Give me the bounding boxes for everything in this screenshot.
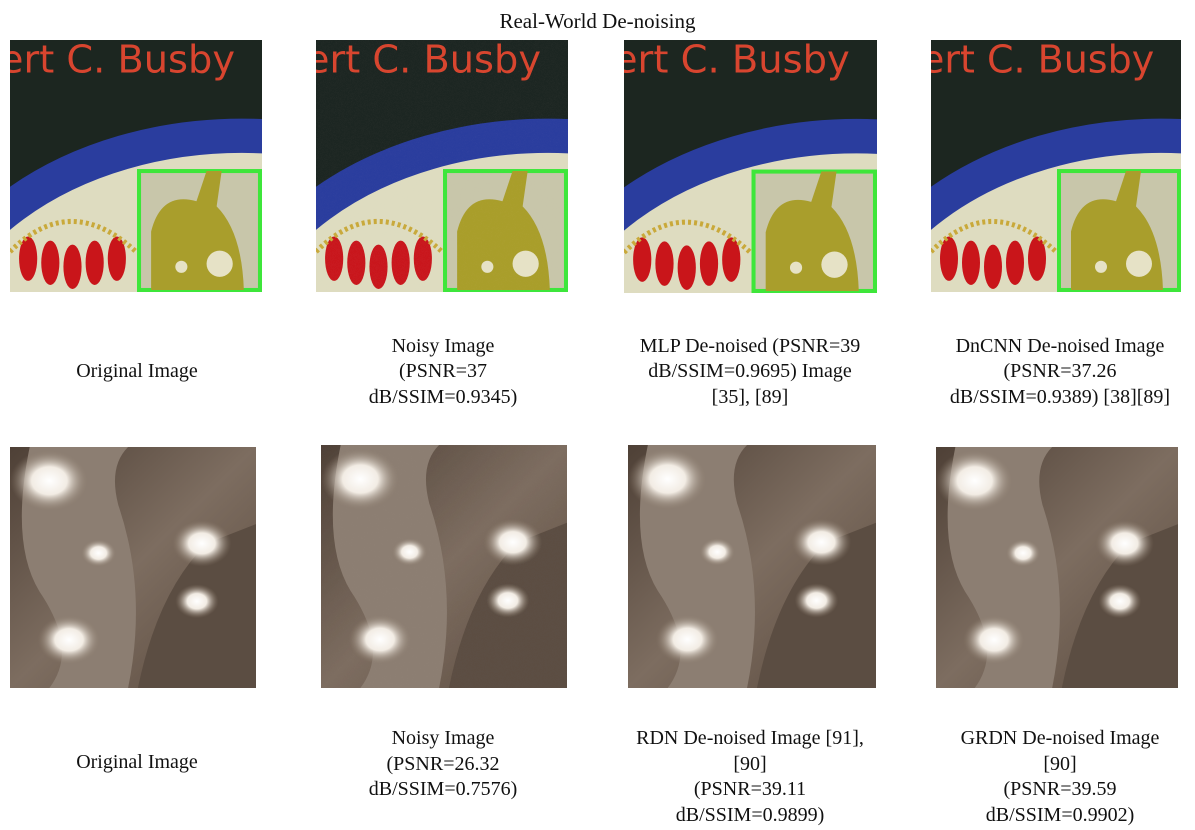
highlight (483, 519, 542, 566)
inset-dot (513, 251, 539, 277)
caption: Original Image (0, 359, 297, 385)
highlight (392, 538, 427, 566)
image-content (628, 445, 876, 688)
caption-line: DnCNN De-noised Image (900, 334, 1195, 360)
panel-image (10, 447, 256, 688)
image-content: ert C. Busby (931, 40, 1181, 292)
caption-line: Noisy Image (283, 726, 603, 752)
panel-image: ert C. Busby (316, 40, 568, 292)
highlight (81, 539, 116, 567)
image-text: ert C. Busby (316, 40, 541, 82)
highlight (699, 538, 735, 566)
highlight (349, 615, 412, 665)
image-content: ert C. Busby (10, 40, 262, 292)
image-content: ert C. Busby (624, 40, 877, 293)
caption-line: (PSNR=39.59 (900, 777, 1195, 803)
highlight (1099, 584, 1142, 618)
inset-dot (1126, 251, 1152, 277)
caption-line: [90] (900, 752, 1195, 778)
inset-dot (481, 261, 493, 273)
caption-line: [35], [89] (590, 385, 910, 411)
inset-dot (207, 251, 233, 277)
crown-jewel (392, 241, 410, 285)
inset-dot (1095, 261, 1107, 273)
inset-dot (790, 262, 802, 274)
caption-line: dB/SSIM=0.9902) (900, 803, 1195, 829)
inset-dot (821, 252, 847, 278)
figure-page: {"title": "Real-World De-noising", "rows… (0, 0, 1195, 830)
caption-line: Noisy Image (283, 334, 603, 360)
caption-line: [90] (590, 752, 910, 778)
caption-line: dB/SSIM=0.9899) (590, 803, 910, 829)
panel-image (628, 445, 876, 688)
caption-line: (PSNR=37.26 (900, 359, 1195, 385)
panel-image: ert C. Busby (931, 40, 1181, 292)
image-content (936, 447, 1178, 688)
caption-line: Original Image (0, 359, 297, 385)
caption-line: (PSNR=26.32 (283, 752, 603, 778)
highlight (795, 583, 839, 617)
highlight (175, 584, 218, 618)
crown-jewel (962, 241, 980, 285)
crown-jewel (1006, 241, 1024, 285)
crown-jewel (655, 241, 673, 286)
highlight (963, 615, 1025, 664)
crown-jewel (41, 241, 59, 285)
caption-line: Original Image (0, 750, 297, 776)
highlight (792, 519, 852, 566)
inset-dot (175, 261, 187, 273)
highlight (172, 520, 231, 566)
caption-line: MLP De-noised (PSNR=39 (590, 334, 910, 360)
image-text: ert C. Busby (624, 40, 850, 82)
crown-jewel (369, 245, 387, 289)
highlight (10, 450, 89, 512)
highlight (321, 448, 400, 510)
crown-jewel (347, 241, 365, 285)
image-content (321, 445, 567, 688)
image-content (10, 447, 256, 688)
caption-line: dB/SSIM=0.9345) (283, 385, 603, 411)
image-text: ert C. Busby (10, 40, 235, 82)
panel-image: ert C. Busby (10, 40, 262, 292)
crown-jewel (63, 245, 81, 289)
highlight (656, 615, 719, 665)
caption-line: (PSNR=39.11 (590, 777, 910, 803)
caption: RDN De-noised Image [91],[90](PSNR=39.11… (590, 726, 910, 828)
highlight (1006, 539, 1041, 567)
highlight (1096, 520, 1154, 566)
caption: Original Image (0, 750, 297, 776)
crown-jewel (86, 241, 104, 285)
crown-jewel (984, 245, 1002, 289)
figure-title: Real-World De-noising (0, 9, 1195, 34)
panel-image: ert C. Busby (624, 40, 877, 293)
caption-line: (PSNR=37 (283, 359, 603, 385)
crown-jewel (678, 245, 696, 290)
crown-jewel (700, 241, 718, 286)
highlight (936, 450, 1013, 512)
highlight (628, 448, 707, 510)
caption-line: dB/SSIM=0.9695) Image (590, 359, 910, 385)
caption-line: RDN De-noised Image [91], (590, 726, 910, 752)
highlight (486, 583, 529, 617)
caption-line: dB/SSIM=0.9389) [38][89] (900, 385, 1195, 411)
panel-image (321, 445, 567, 688)
image-text: ert C. Busby (931, 40, 1154, 81)
caption-line: dB/SSIM=0.7576) (283, 777, 603, 803)
image-content: ert C. Busby (316, 40, 568, 292)
panel-image (936, 447, 1178, 688)
caption-line: GRDN De-noised Image (900, 726, 1195, 752)
highlight (38, 615, 101, 664)
